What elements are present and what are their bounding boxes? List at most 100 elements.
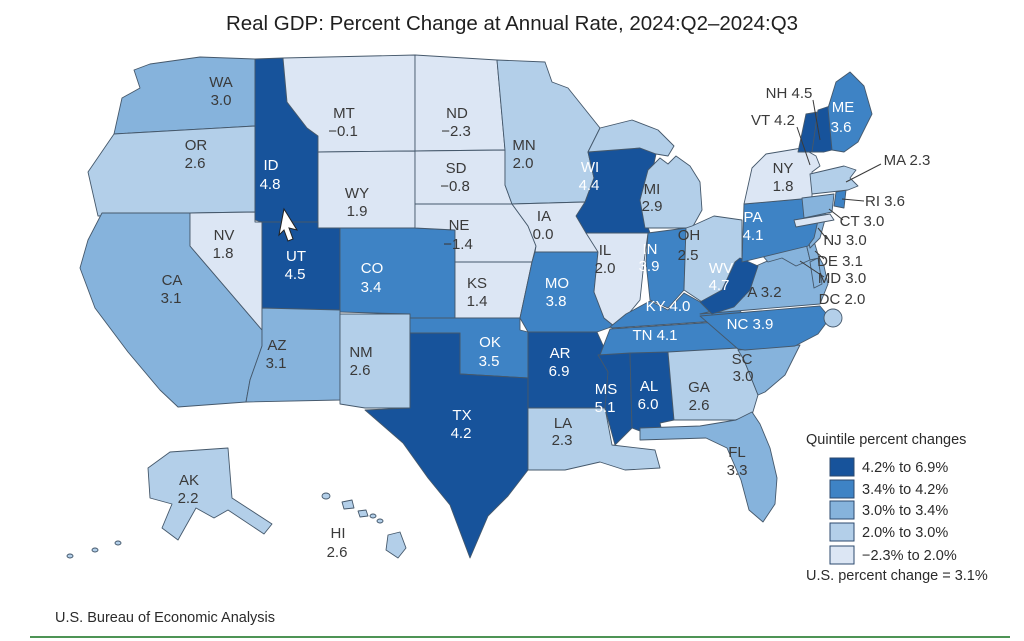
svg-text:MS: MS <box>595 381 618 398</box>
svg-text:ID: ID <box>264 157 279 174</box>
svg-text:6.9: 6.9 <box>549 363 570 380</box>
svg-text:IL: IL <box>599 242 612 259</box>
svg-text:TX: TX <box>452 407 471 424</box>
callout-label-RI: RI 3.6 <box>865 193 905 210</box>
svg-text:PA: PA <box>744 209 763 226</box>
svg-text:AK: AK <box>179 472 199 489</box>
state-NC: NC 3.9 <box>699 305 831 351</box>
state-AL: AL6.0 <box>629 351 675 435</box>
svg-text:2.0: 2.0 <box>595 260 616 277</box>
chart-title: Real GDP: Percent Change at Annual Rate,… <box>226 12 798 35</box>
svg-text:SD: SD <box>446 160 467 177</box>
svg-text:2.6: 2.6 <box>327 544 348 561</box>
svg-text:3.1: 3.1 <box>266 355 287 372</box>
svg-text:KY 4.0: KY 4.0 <box>646 298 691 315</box>
svg-text:3.8: 3.8 <box>546 293 567 310</box>
svg-text:6.0: 6.0 <box>638 396 659 413</box>
state-CO: CO 3.4 <box>339 227 456 319</box>
legend-title: Quintile percent changes <box>806 432 966 448</box>
svg-text:−0.8: −0.8 <box>440 178 470 195</box>
svg-text:SC: SC <box>732 351 753 368</box>
svg-text:2.6: 2.6 <box>350 362 371 379</box>
callout-leader-lines <box>796 99 882 278</box>
callout-label-VT: VT 4.2 <box>751 112 795 129</box>
svg-text:4.7: 4.7 <box>709 277 730 294</box>
svg-text:IN: IN <box>643 241 658 258</box>
svg-text:NY: NY <box>773 160 794 177</box>
svg-text:WA: WA <box>209 74 233 91</box>
state-NY: NY1.8 <box>743 147 835 228</box>
state-IL: IL2.0 <box>585 232 649 327</box>
svg-text:4.5: 4.5 <box>285 266 306 283</box>
state-DC <box>823 308 843 328</box>
svg-text:3.0: 3.0 <box>733 368 754 385</box>
state-ME: ME 3.6 <box>827 71 873 153</box>
svg-text:3.5: 3.5 <box>479 353 500 370</box>
svg-text:MT: MT <box>333 105 355 122</box>
svg-text:KS: KS <box>467 275 487 292</box>
svg-text:CA: CA <box>162 272 183 289</box>
svg-text:WV: WV <box>709 260 733 277</box>
state-WA: WA3.0 <box>113 56 256 135</box>
svg-text:2.0: 2.0 <box>513 155 534 172</box>
svg-text:WI: WI <box>581 159 599 176</box>
state-NM: NM2.6 <box>339 313 411 409</box>
legend-swatch-q4 <box>829 522 855 542</box>
callout-label-CT: CT 3.0 <box>840 213 885 230</box>
state-CT <box>801 193 835 219</box>
state-IN: IN3.9 <box>639 227 687 309</box>
callout-label-MD: MD 3.0 <box>818 270 866 287</box>
state-ND: ND−2.3 <box>414 54 506 152</box>
state-NE: NE −1.4 <box>414 203 537 263</box>
legend-swatch-q2 <box>829 479 855 499</box>
svg-text:3.9: 3.9 <box>639 258 660 275</box>
legend-label-q2: 3.4% to 4.2% <box>862 482 948 498</box>
svg-text:IA: IA <box>537 208 551 225</box>
state-MT: MT−0.1 <box>282 54 416 153</box>
state-WV: WV4.7 <box>699 257 759 315</box>
callout-label-MA: MA 2.3 <box>884 152 931 169</box>
svg-text:LA: LA <box>554 415 572 432</box>
state-PA: PA4.1 <box>741 197 821 263</box>
legend-label-q5: −2.3% to 2.0% <box>862 548 957 564</box>
svg-text:4.1: 4.1 <box>743 227 764 244</box>
svg-text:2.5: 2.5 <box>678 247 699 264</box>
svg-text:ME: ME <box>832 99 855 116</box>
svg-text:MO: MO <box>545 275 569 292</box>
svg-text:AL: AL <box>640 378 658 395</box>
svg-text:AR: AR <box>550 345 571 362</box>
svg-text:MI: MI <box>644 181 661 198</box>
svg-text:2.6: 2.6 <box>185 155 206 172</box>
svg-text:2.3: 2.3 <box>552 432 573 449</box>
svg-text:3.3: 3.3 <box>727 462 748 479</box>
legend-label-q4: 2.0% to 3.0% <box>862 525 948 541</box>
svg-text:1.8: 1.8 <box>213 245 234 262</box>
svg-text:MN: MN <box>512 137 535 154</box>
svg-text:2.2: 2.2 <box>178 490 199 507</box>
state-MN: MN2.0 <box>496 59 601 205</box>
svg-text:OK: OK <box>479 334 501 351</box>
state-TX: TX4.2 <box>364 332 529 559</box>
svg-text:−0.1: −0.1 <box>328 123 358 140</box>
svg-text:3.6: 3.6 <box>831 119 852 136</box>
svg-text:−1.4: −1.4 <box>443 236 473 253</box>
svg-text:OR: OR <box>185 137 208 154</box>
svg-text:4.4: 4.4 <box>579 177 600 194</box>
svg-text:WY: WY <box>345 185 369 202</box>
state-HI: HI 2.6 <box>321 492 407 561</box>
state-MS: MS5.1 <box>595 352 633 446</box>
state-GA: GA2.6 <box>667 347 759 421</box>
legend-swatch-q1 <box>829 457 855 477</box>
svg-text:OH: OH <box>678 227 701 244</box>
state-LA: LA2.3 <box>527 407 661 471</box>
svg-text:3.4: 3.4 <box>361 279 382 296</box>
state-KS: KS1.4 <box>454 261 533 319</box>
legend-swatch-q3 <box>829 500 855 520</box>
state-MA <box>809 165 859 195</box>
callout-label-DC: DC 2.0 <box>819 291 866 308</box>
svg-text:1.9: 1.9 <box>347 203 368 220</box>
state-AK: AK2.2 <box>66 447 273 559</box>
mouse-cursor-icon <box>278 207 299 242</box>
